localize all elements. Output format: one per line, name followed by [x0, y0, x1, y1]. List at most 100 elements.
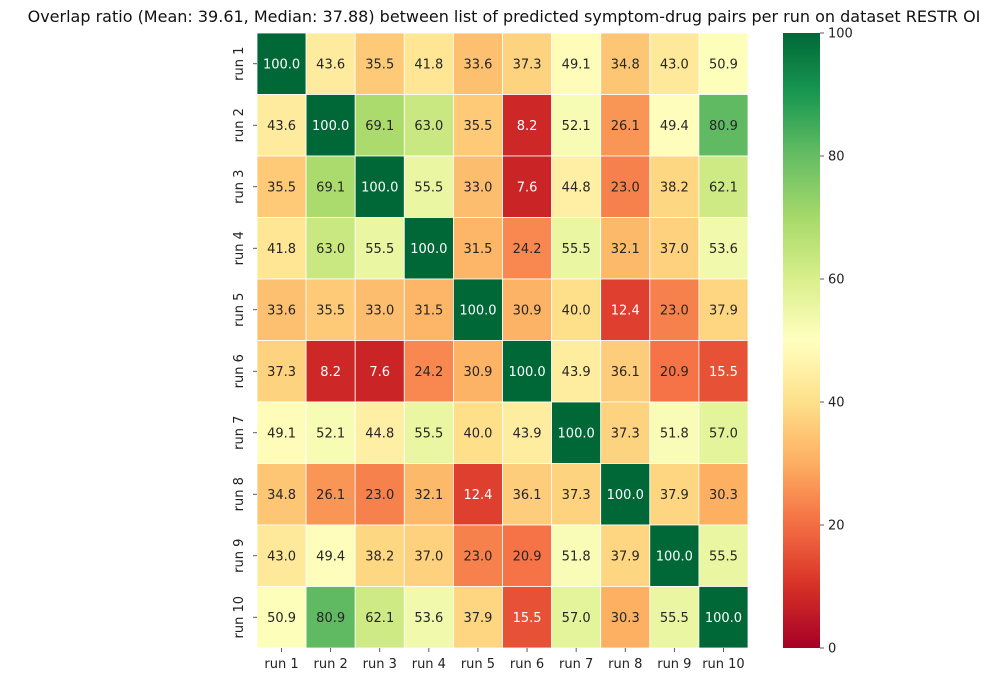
- cell-value-label: 51.8: [562, 549, 591, 564]
- heatmap-cell: [305, 586, 356, 649]
- cell-value-label: 53.6: [414, 611, 443, 626]
- cell-value-label: 35.5: [463, 119, 492, 134]
- heatmap-cell: [649, 524, 700, 587]
- col-tick-label: run 8: [608, 657, 642, 672]
- cell-value-label: 55.5: [660, 611, 689, 626]
- row-tick-label: run 9: [232, 539, 247, 573]
- cell-value-label: 35.5: [267, 180, 296, 195]
- row-tick-label: run 4: [232, 231, 247, 265]
- row-tick-label: run 5: [232, 293, 247, 327]
- heatmap-cell: [403, 94, 454, 157]
- heatmap-cell: [698, 155, 749, 218]
- cell-value-label: 51.8: [660, 426, 689, 441]
- heatmap-cells: 100.0 43.6 35.5 41.8 33.6 37.3 49.1 34.8 43.0 50.…: [256, 32, 749, 649]
- row-tick-label: run 10: [232, 596, 247, 639]
- heatmap-cell: [649, 217, 700, 280]
- colorbar-tick-label: 80: [828, 150, 845, 165]
- cell-value-label: 62.1: [365, 611, 394, 626]
- cell-value-label: 49.1: [562, 57, 591, 72]
- cell-value-label: 37.3: [611, 426, 640, 441]
- heatmap-cell: [649, 340, 700, 403]
- heatmap-cell: [551, 463, 602, 526]
- cell-value-label: 49.4: [316, 549, 345, 564]
- cell-value-label: 30.9: [513, 303, 542, 318]
- heatmap-cell: [649, 401, 700, 464]
- cell-value-label: 100.0: [361, 180, 398, 195]
- cell-value-label: 34.8: [267, 488, 296, 503]
- cell-value-label: 37.9: [660, 488, 689, 503]
- heatmap-cell: [452, 278, 503, 341]
- cell-value-label: 100.0: [656, 549, 693, 564]
- cell-value-label: 43.9: [562, 365, 591, 380]
- heatmap-cell: [698, 32, 749, 95]
- colorbar-tick-label: 100: [828, 27, 853, 42]
- col-tick-label: run 4: [412, 657, 446, 672]
- col-tick-label: run 9: [657, 657, 691, 672]
- cell-value-label: 100.0: [607, 488, 644, 503]
- col-tick-label: run 7: [559, 657, 593, 672]
- cell-value-label: 30.9: [463, 365, 492, 380]
- colorbar-tick-label: 40: [828, 396, 845, 411]
- cell-value-label: 23.0: [463, 549, 492, 564]
- heatmap-cell: [354, 340, 405, 403]
- colorbar: [783, 33, 820, 648]
- heatmap-cell: [354, 278, 405, 341]
- heatmap-cell: [600, 32, 651, 95]
- heatmap-cell: [649, 155, 700, 218]
- heatmap-cell: [600, 463, 651, 526]
- cell-value-label: 100.0: [459, 303, 496, 318]
- cell-value-label: 12.4: [463, 488, 492, 503]
- cell-value-label: 8.2: [517, 119, 538, 134]
- cell-value-label: 100.0: [558, 426, 595, 441]
- row-tick-label: run 6: [232, 354, 247, 388]
- cell-value-label: 43.0: [267, 549, 296, 564]
- chart-title: Overlap ratio (Mean: 39.61, Median: 37.8…: [28, 7, 981, 26]
- cell-value-label: 35.5: [365, 57, 394, 72]
- colorbar-tick-label: 0: [828, 642, 836, 657]
- heatmap-cell: [551, 217, 602, 280]
- heatmap-cell: [600, 524, 651, 587]
- heatmap-cell: [305, 463, 356, 526]
- heatmap-cell: [256, 340, 307, 403]
- col-tick-label: run 1: [264, 657, 298, 672]
- heatmap-cell: [649, 278, 700, 341]
- row-tick-label: run 2: [232, 108, 247, 142]
- heatmap-cell: [502, 401, 552, 464]
- cell-value-label: 23.0: [365, 488, 394, 503]
- cell-value-label: 43.9: [513, 426, 542, 441]
- cell-value-label: 31.5: [414, 303, 443, 318]
- col-tick-label: run 2: [314, 657, 348, 672]
- heatmap-cell: [256, 32, 307, 95]
- col-tick-label: run 10: [702, 657, 745, 672]
- cell-value-label: 20.9: [660, 365, 689, 380]
- cell-value-label: 38.2: [365, 549, 394, 564]
- heatmap-cell: [452, 586, 503, 649]
- cell-value-label: 55.5: [414, 426, 443, 441]
- cell-value-label: 55.5: [414, 180, 443, 195]
- col-tick-label: run 5: [461, 657, 495, 672]
- cell-value-label: 44.8: [562, 180, 591, 195]
- cell-value-label: 33.0: [463, 180, 492, 195]
- heatmap-cell: [256, 217, 307, 280]
- heatmap-cell: [600, 586, 651, 649]
- cell-value-label: 37.3: [562, 488, 591, 503]
- cell-value-label: 50.9: [267, 611, 296, 626]
- heatmap-cell: [502, 340, 552, 403]
- heatmap-cell: [551, 586, 602, 649]
- cell-value-label: 57.0: [709, 426, 738, 441]
- cell-value-label: 62.1: [709, 180, 738, 195]
- heatmap-cell: [452, 340, 503, 403]
- cell-value-label: 69.1: [316, 180, 345, 195]
- cell-value-label: 43.0: [660, 57, 689, 72]
- cell-value-label: 12.4: [611, 303, 640, 318]
- cell-value-label: 24.2: [414, 365, 443, 380]
- heatmap-cell: [256, 401, 307, 464]
- cell-value-label: 26.1: [611, 119, 640, 134]
- heatmap-cell: [698, 217, 749, 280]
- cell-value-label: 37.0: [660, 242, 689, 257]
- heatmap-cell: [403, 586, 454, 649]
- heatmap-cell: [600, 217, 651, 280]
- heatmap-cell: [305, 94, 356, 157]
- heatmap-cell: [256, 586, 307, 649]
- cell-value-label: 43.6: [316, 57, 345, 72]
